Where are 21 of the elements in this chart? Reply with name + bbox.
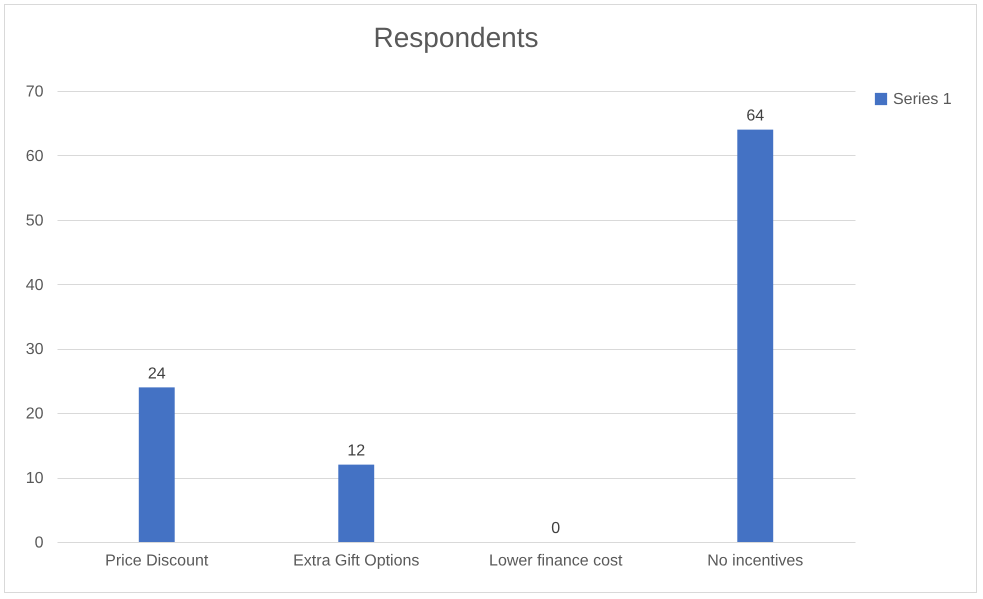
data-label: 0 [551, 520, 560, 537]
y-tick-label: 50 [26, 212, 44, 230]
y-tick-label: 60 [26, 148, 44, 165]
data-label: 64 [746, 108, 764, 125]
y-tick-label: 70 [26, 84, 44, 100]
x-tick-label: Price Discount [105, 552, 209, 570]
bar [338, 464, 374, 542]
y-tick-label: 20 [26, 406, 44, 423]
x-tick-label: Lower finance cost [489, 552, 624, 570]
bar [737, 130, 774, 542]
y-tick-label: 0 [34, 534, 44, 552]
data-label: 24 [148, 365, 166, 382]
chart-title: Respondents [373, 22, 539, 53]
y-tick-label: 30 [26, 341, 44, 358]
x-tick-label: Extra Gift Options [293, 552, 420, 570]
bar [138, 387, 175, 542]
data-label: 12 [347, 442, 366, 460]
x-tick-label: No incentives [707, 552, 804, 570]
y-tick-label: 10 [26, 470, 44, 488]
legend-label: Series 1 [893, 91, 952, 108]
y-tick-label: 40 [26, 276, 44, 294]
